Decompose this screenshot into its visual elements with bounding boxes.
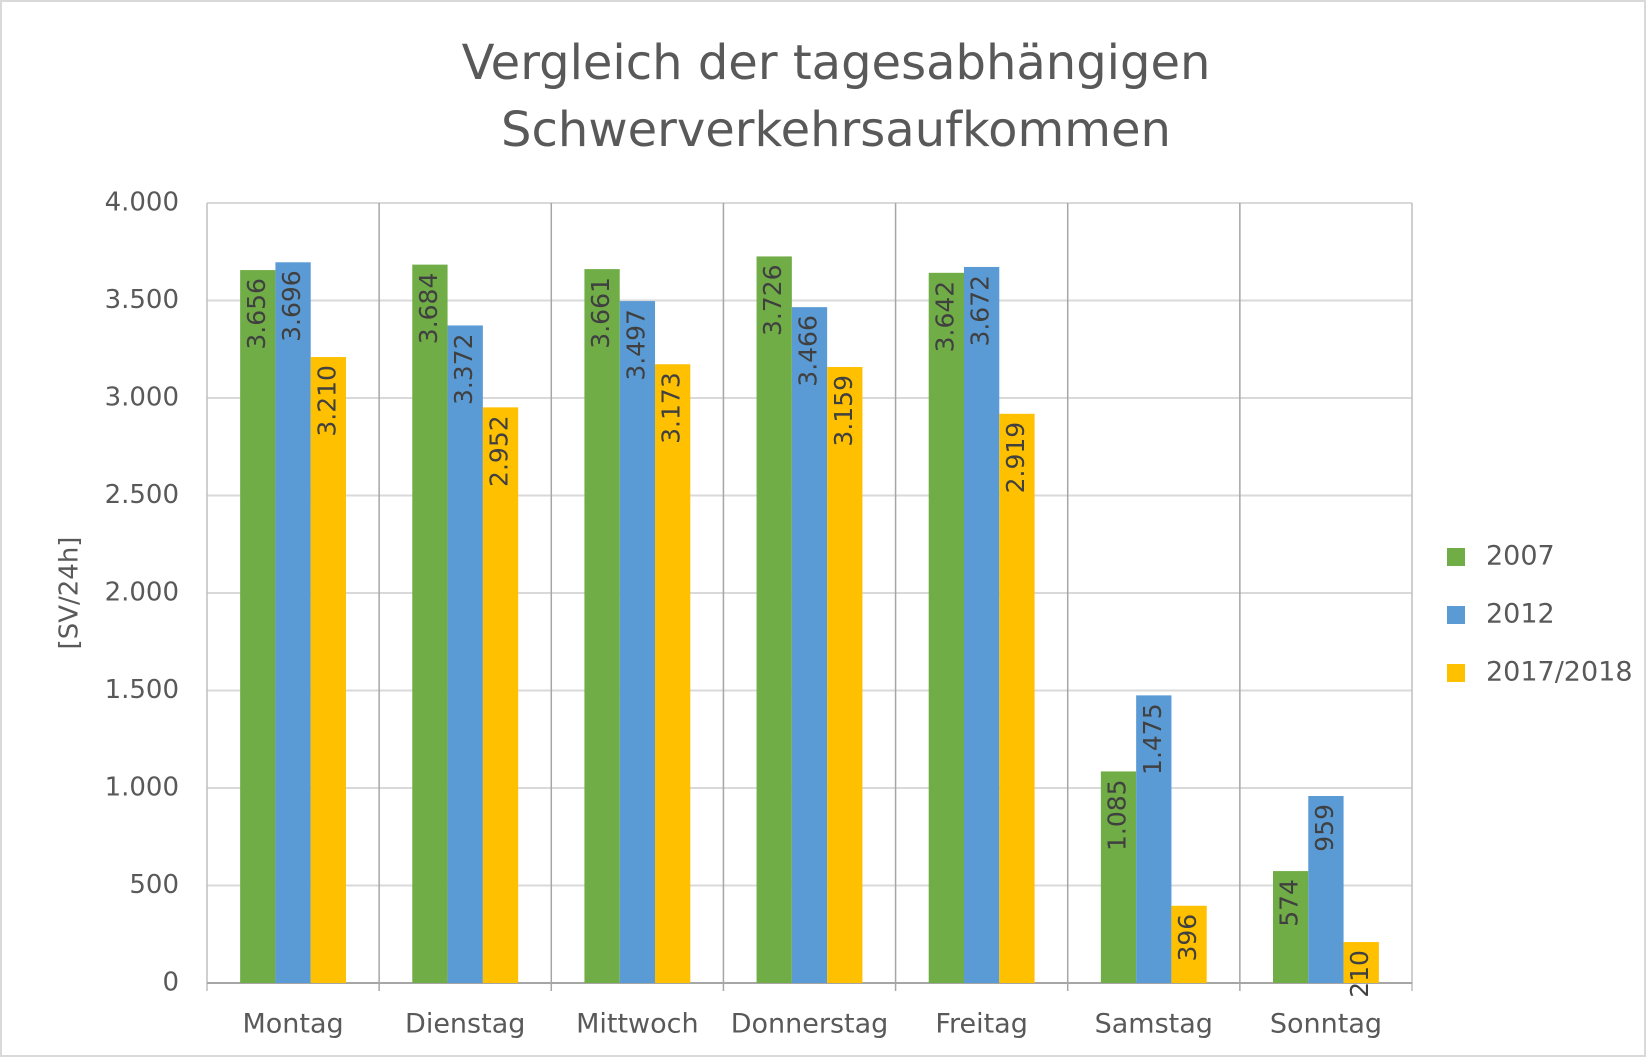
bar bbox=[482, 407, 519, 983]
data-label: 3.372 bbox=[449, 333, 478, 405]
legend-swatch bbox=[1447, 606, 1465, 624]
y-tick-label: 3.000 bbox=[105, 383, 179, 413]
y-tick-label: 1.000 bbox=[105, 773, 179, 803]
y-axis-label: [SV/24h] bbox=[55, 537, 85, 650]
legend-label: 2007 bbox=[1486, 541, 1555, 572]
data-label: 1.085 bbox=[1102, 779, 1131, 851]
bar bbox=[1343, 942, 1379, 983]
bar bbox=[827, 366, 863, 983]
bar bbox=[584, 269, 620, 984]
chart-title: Vergleich der tagesabhängigen bbox=[462, 35, 1211, 91]
data-label: 3.210 bbox=[312, 365, 341, 437]
data-label: 396 bbox=[1173, 914, 1202, 962]
data-label: 3.466 bbox=[794, 315, 823, 387]
data-label: 3.642 bbox=[930, 281, 959, 353]
data-label: 2.919 bbox=[1001, 422, 1030, 494]
bar bbox=[240, 270, 276, 984]
y-tick-label: 1.500 bbox=[105, 675, 179, 705]
data-label: 959 bbox=[1310, 804, 1339, 852]
y-tick-label: 2.500 bbox=[105, 480, 179, 510]
bar bbox=[1308, 795, 1344, 983]
x-tick-label: Mittwoch bbox=[576, 1009, 699, 1040]
bar bbox=[447, 325, 483, 984]
bar bbox=[1272, 871, 1309, 983]
bar bbox=[1171, 905, 1207, 983]
x-tick-label: Montag bbox=[242, 1009, 343, 1040]
data-label: 3.684 bbox=[414, 273, 443, 345]
x-tick-label: Samstag bbox=[1095, 1009, 1213, 1040]
bar bbox=[310, 357, 347, 983]
y-tick-label: 0 bbox=[162, 968, 179, 998]
data-label: 3.656 bbox=[242, 278, 271, 350]
bar bbox=[412, 264, 448, 983]
bar bbox=[928, 272, 964, 983]
legend-label: 2012 bbox=[1486, 599, 1555, 630]
data-label: 3.173 bbox=[657, 372, 686, 444]
y-tick-label: 500 bbox=[129, 870, 179, 900]
data-label: 3.497 bbox=[621, 309, 650, 381]
x-tick-label: Donnerstag bbox=[731, 1009, 889, 1040]
data-label: 2.952 bbox=[485, 415, 514, 487]
data-label: 574 bbox=[1275, 879, 1304, 927]
x-tick-label: Freitag bbox=[935, 1009, 1027, 1040]
y-tick-label: 3.500 bbox=[105, 285, 179, 315]
legend-swatch bbox=[1447, 664, 1465, 682]
bar bbox=[275, 262, 311, 983]
y-tick-label: 4.000 bbox=[105, 188, 179, 218]
legend-swatch bbox=[1447, 548, 1465, 566]
data-label: 3.696 bbox=[277, 270, 306, 342]
bar bbox=[1136, 695, 1172, 983]
bar bbox=[1100, 771, 1137, 983]
bar bbox=[619, 301, 656, 984]
data-label: 3.159 bbox=[829, 375, 858, 447]
bar bbox=[655, 364, 691, 983]
data-label: 3.726 bbox=[758, 264, 787, 336]
data-label: 3.672 bbox=[966, 275, 995, 347]
data-label: 1.475 bbox=[1138, 703, 1167, 775]
bar bbox=[756, 256, 792, 983]
y-tick-label: 2.000 bbox=[105, 578, 179, 608]
bar bbox=[963, 266, 1000, 984]
data-label: 3.661 bbox=[586, 277, 615, 349]
x-tick-label: Sonntag bbox=[1270, 1009, 1382, 1040]
chart-title: Schwerverkehrsaufkommen bbox=[501, 102, 1171, 158]
bar bbox=[999, 413, 1035, 983]
legend-label: 2017/2018 bbox=[1486, 657, 1633, 688]
data-label: 210 bbox=[1345, 950, 1374, 998]
x-tick-label: Dienstag bbox=[405, 1009, 525, 1040]
bar bbox=[791, 307, 828, 983]
